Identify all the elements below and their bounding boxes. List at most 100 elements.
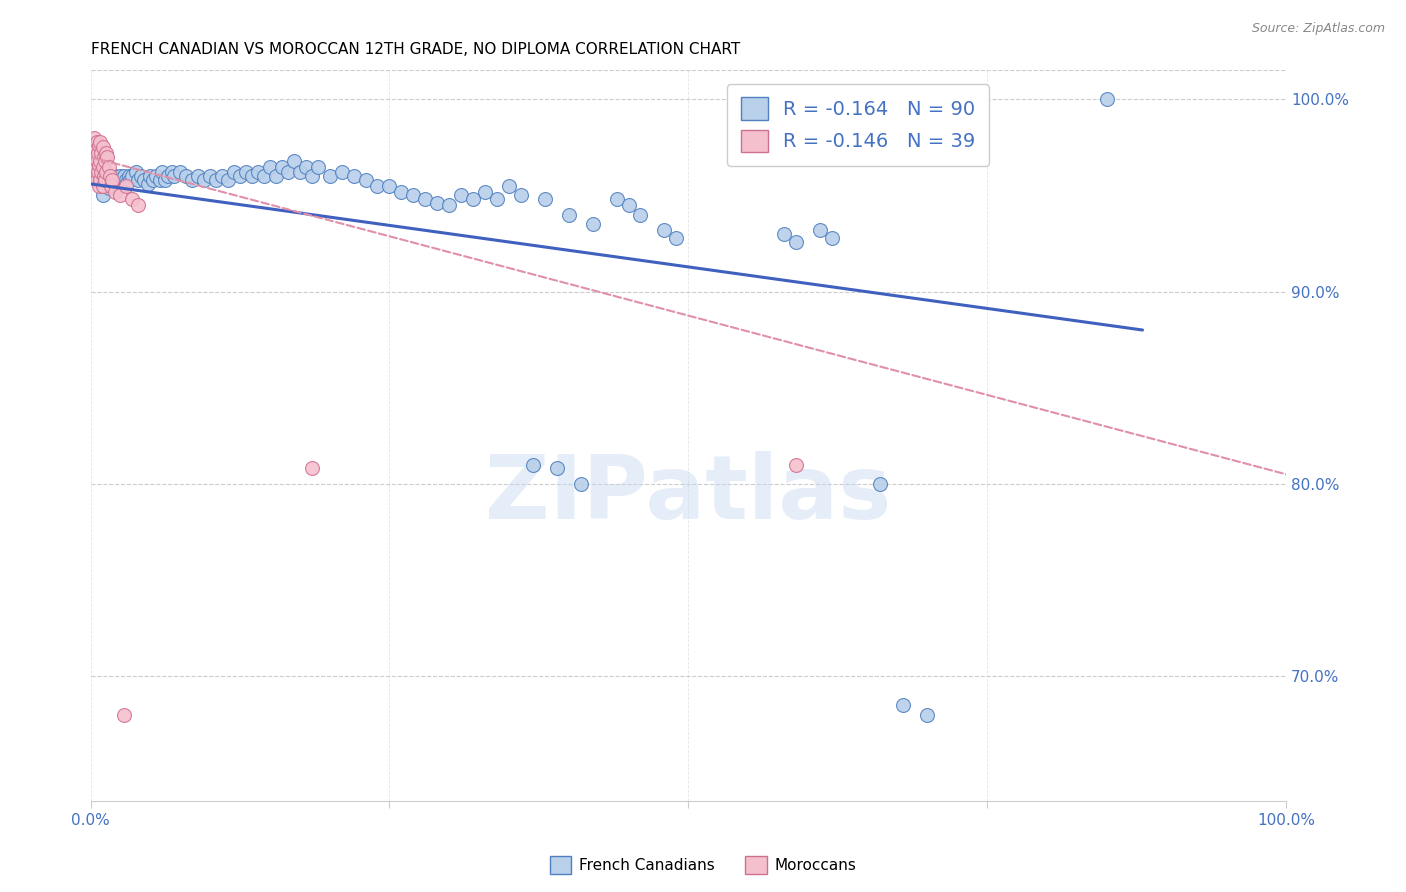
Point [91,188,114,202]
Point [87,178,110,193]
Point [288,165,311,179]
Point [121,169,143,184]
Point [97,160,120,174]
Point [198,169,221,184]
Point [264,169,287,184]
Point [87,165,110,179]
Point [86,169,108,184]
Point [301,461,323,475]
Point [342,169,364,184]
Point [893,698,915,712]
Point [229,169,252,184]
Point [103,185,125,199]
Point [139,169,162,184]
Point [91,178,114,193]
Point [129,169,152,184]
Point [86,135,108,149]
Point [87,158,110,172]
Point [174,169,197,184]
Point [869,476,891,491]
Point [318,169,340,184]
Point [654,223,676,237]
Point [785,458,807,472]
Point [91,140,114,154]
Point [142,173,165,187]
Text: FRENCH CANADIAN VS MOROCCAN 12TH GRADE, NO DIPLOMA CORRELATION CHART: FRENCH CANADIAN VS MOROCCAN 12TH GRADE, … [90,42,740,57]
Point [463,192,485,206]
Point [217,173,239,187]
Point [149,173,172,187]
Point [94,169,117,184]
Point [546,461,568,475]
Point [103,178,125,193]
Point [240,169,263,184]
Point [169,165,191,179]
Point [136,177,159,191]
Point [439,198,461,212]
Point [534,192,557,206]
Point [125,165,148,179]
Point [115,177,138,191]
Point [91,178,114,193]
Point [582,217,605,231]
Point [354,173,377,187]
Point [97,173,120,187]
Point [498,178,520,193]
Point [111,177,134,191]
Point [112,169,135,184]
Point [330,165,353,179]
Point [89,153,111,168]
Legend: French Canadians, Moroccans: French Canadians, Moroccans [544,850,862,880]
Point [93,150,115,164]
Point [96,165,118,179]
Point [193,173,215,187]
Point [90,146,112,161]
Point [94,153,117,168]
Point [89,173,111,187]
Point [112,707,135,722]
Point [917,707,939,722]
Point [120,173,142,187]
Point [181,173,204,187]
Point [259,160,281,174]
Point [474,185,496,199]
Point [100,178,122,193]
Point [187,169,209,184]
Point [110,188,132,202]
Point [606,192,628,206]
Point [134,173,156,187]
Point [773,227,796,241]
Point [413,192,436,206]
Point [294,160,316,174]
Point [93,169,115,184]
Point [89,173,111,187]
Point [150,165,173,179]
Point [118,169,141,184]
Point [211,169,233,184]
Point [86,153,108,168]
Point [630,208,652,222]
Point [100,177,122,191]
Point [115,173,138,187]
Point [283,153,305,168]
Point [96,177,118,191]
Point [301,169,323,184]
Point [426,196,449,211]
Point [160,165,183,179]
Point [785,235,807,249]
Point [222,165,245,179]
Point [89,135,111,149]
Point [83,130,105,145]
Point [101,173,124,187]
Point [389,185,412,199]
Text: Source: ZipAtlas.com: Source: ZipAtlas.com [1251,22,1385,36]
Text: ZIPatlas: ZIPatlas [485,450,891,538]
Point [157,169,180,184]
Point [94,173,117,187]
Point [103,175,125,189]
Point [97,180,120,194]
Point [84,160,107,174]
Point [83,150,105,164]
Point [121,192,143,206]
Point [98,169,121,184]
